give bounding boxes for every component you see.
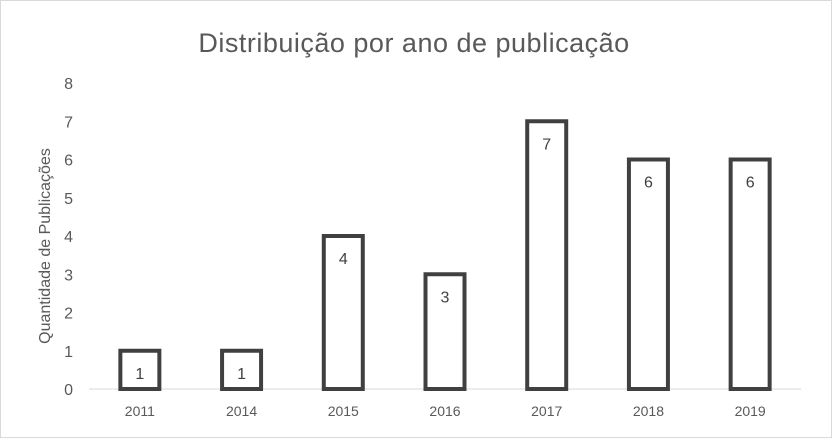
chart-title: Distribuição por ano de publicação — [198, 28, 629, 58]
data-label-2011: 1 — [135, 366, 144, 383]
bar-2016 — [423, 272, 467, 391]
y-tick-label: 3 — [64, 267, 73, 284]
data-label-2017: 7 — [542, 136, 551, 153]
bar-2014 — [220, 348, 264, 391]
x-tick-label-2018: 2018 — [633, 403, 664, 419]
y-tick-label: 2 — [64, 306, 73, 323]
bar-2017 — [525, 119, 569, 391]
data-label-2015: 4 — [339, 251, 348, 268]
x-tick-label-2011: 2011 — [125, 403, 155, 419]
y-axis-label: Quantidade de Publicações — [37, 148, 54, 344]
bar-2019 — [728, 157, 772, 391]
bar-2015 — [321, 234, 365, 391]
data-label-2016: 3 — [441, 289, 450, 306]
data-label-2018: 6 — [644, 175, 653, 192]
y-tick-label: 5 — [64, 191, 73, 208]
y-tick-label: 8 — [64, 76, 73, 93]
y-tick-label: 0 — [64, 382, 73, 399]
x-tick-label-2019: 2019 — [735, 403, 766, 419]
x-axis-ticks: 2011 2014 2015 2016 2017 2018 2019 — [125, 403, 766, 419]
x-tick-label-2014: 2014 — [226, 403, 257, 419]
x-tick-label-2016: 2016 — [429, 403, 460, 419]
bar-2011 — [118, 348, 162, 391]
y-tick-label: 6 — [64, 153, 73, 170]
y-tick-label: 1 — [64, 344, 73, 361]
y-tick-label: 4 — [64, 229, 73, 246]
data-label-2014: 1 — [237, 366, 246, 383]
y-tick-label: 7 — [64, 114, 73, 131]
x-tick-label-2015: 2015 — [328, 403, 359, 419]
x-tick-label-2017: 2017 — [531, 403, 562, 419]
y-axis-ticks: 0 1 2 3 4 5 6 7 8 — [64, 76, 73, 399]
bars-group: 1 1 4 3 7 6 6 — [118, 119, 772, 391]
bar-2018 — [626, 157, 670, 391]
data-label-2019: 6 — [746, 175, 755, 192]
